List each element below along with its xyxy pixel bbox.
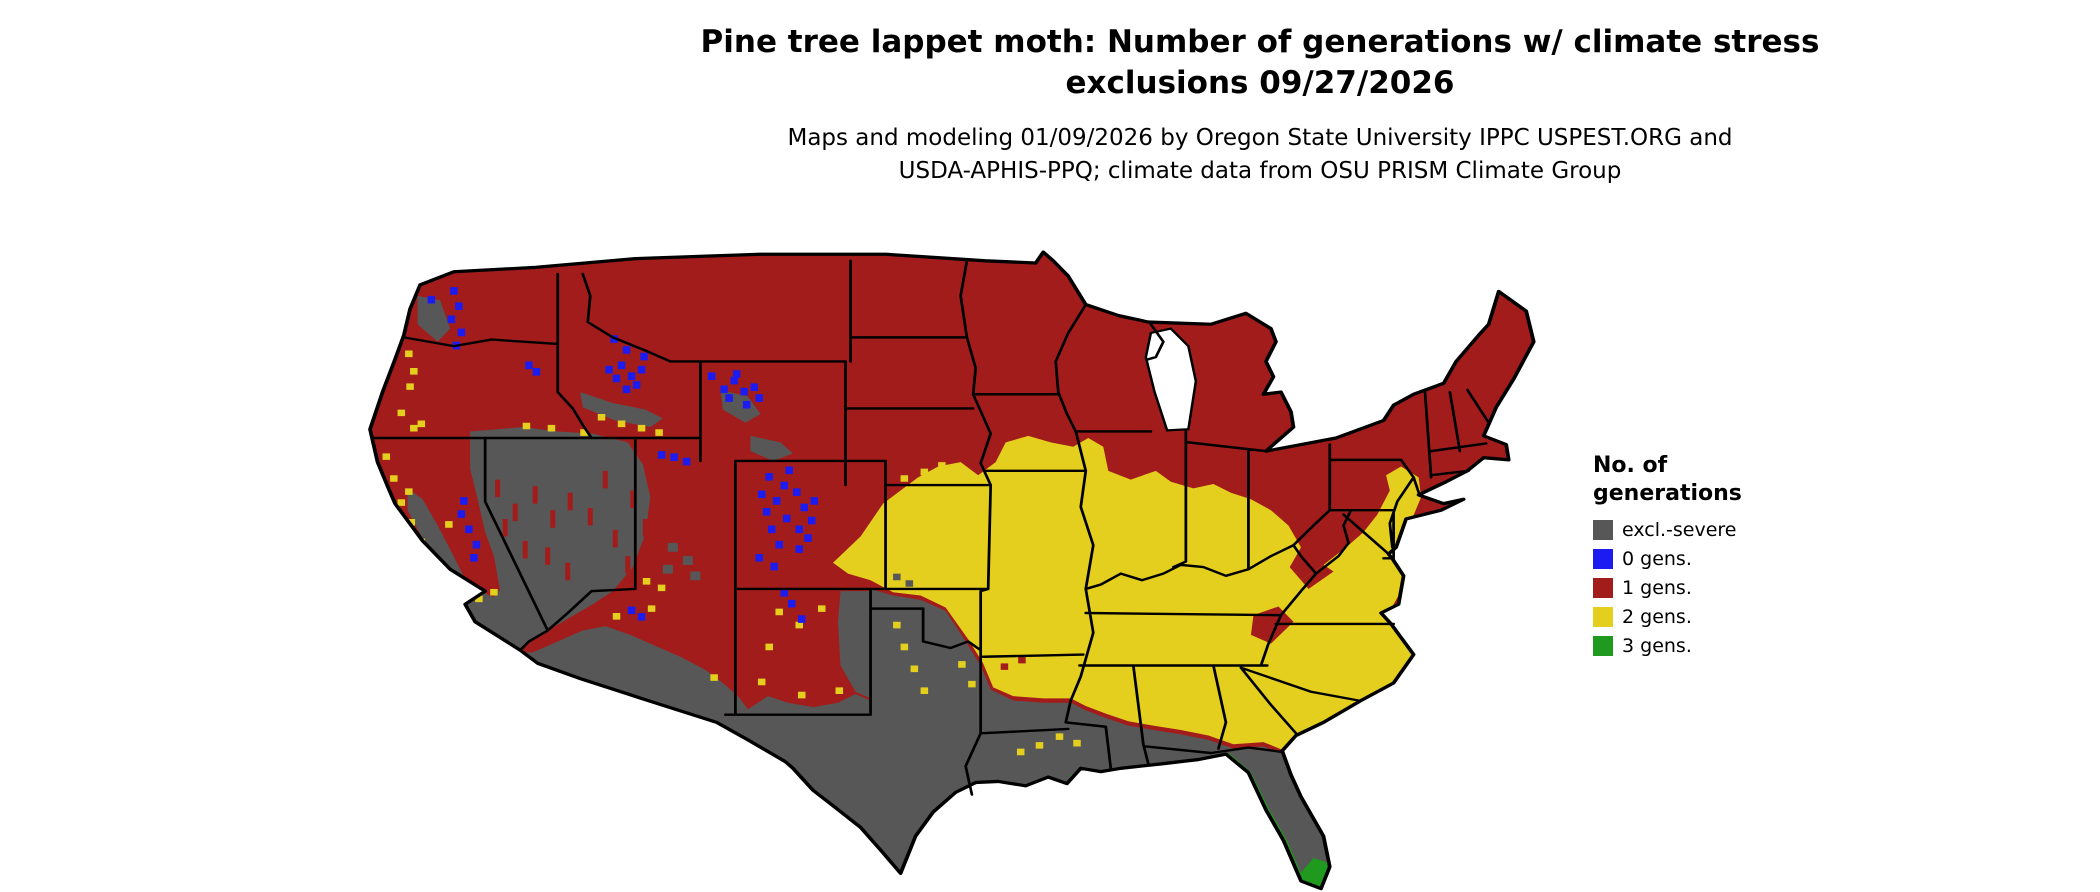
legend-swatch-2-gens <box>1593 607 1613 627</box>
legend-label-0-gens: 0 gens. <box>1622 548 1692 570</box>
figure-subtitle: Maps and modeling 01/09/2026 by Oregon S… <box>420 122 2100 189</box>
green-south-florida <box>1298 858 1330 889</box>
legend-item-3-gens: 3 gens. <box>1593 635 1742 657</box>
figure-header: Pine tree lappet moth: Number of generat… <box>420 22 2100 189</box>
legend-swatch-0-gens <box>1593 549 1613 569</box>
legend-swatch-3-gens <box>1593 636 1613 656</box>
region-severe-socal <box>462 593 548 651</box>
figure-subtitle-line1: Maps and modeling 01/09/2026 by Oregon S… <box>787 124 1733 151</box>
legend: No. of generations excl.-severe 0 gens. … <box>1593 452 1742 664</box>
region-2-gens-band <box>833 435 1422 750</box>
region-severe-south-az <box>522 626 748 723</box>
legend-label-2-gens: 2 gens. <box>1622 606 1692 628</box>
region-severe-south <box>716 588 1330 889</box>
red-appalachian-patches <box>1000 564 1334 670</box>
figure-title-line1: Pine tree lappet moth: Number of generat… <box>700 24 1820 60</box>
figure-subtitle-line2: USDA-APHIS-PPQ; climate data from OSU PR… <box>898 158 1622 185</box>
region-severe-puget <box>417 295 451 342</box>
region-severe-mojave <box>492 588 536 618</box>
red-mountain-stripes <box>495 470 648 581</box>
legend-swatch-severe <box>1593 520 1613 540</box>
legend-item-severe: excl.-severe <box>1593 519 1742 541</box>
legend-title-line1: No. of <box>1593 453 1668 478</box>
figure-title-line2: exclusions 09/27/2026 <box>1065 64 1455 101</box>
legend-item-1-gens: 1 gens. <box>1593 577 1742 599</box>
legend-label-3-gens: 3 gens. <box>1622 635 1692 657</box>
region-severe-wy-basins <box>720 389 793 461</box>
legend-items: excl.-severe 0 gens. 1 gens. 2 gens. 3 g… <box>1593 519 1742 657</box>
legend-swatch-1-gens <box>1593 578 1613 598</box>
legend-item-2-gens: 2 gens. <box>1593 606 1742 628</box>
legend-item-0-gens: 0 gens. <box>1593 548 1742 570</box>
legend-label-severe: excl.-severe <box>1622 519 1737 541</box>
state-borders <box>371 259 1491 796</box>
map-fill-layers <box>370 252 1534 889</box>
legend-label-1-gens: 1 gens. <box>1622 577 1692 599</box>
region-severe-snake-plain <box>580 392 663 428</box>
us-outline <box>368 250 1536 891</box>
us-map-svg <box>368 250 1536 891</box>
legend-title: No. of generations <box>1593 452 1742 507</box>
legend-title-line2: generations <box>1593 480 1742 506</box>
region-severe-east-nm <box>838 591 871 699</box>
us-generations-map <box>335 228 1555 892</box>
